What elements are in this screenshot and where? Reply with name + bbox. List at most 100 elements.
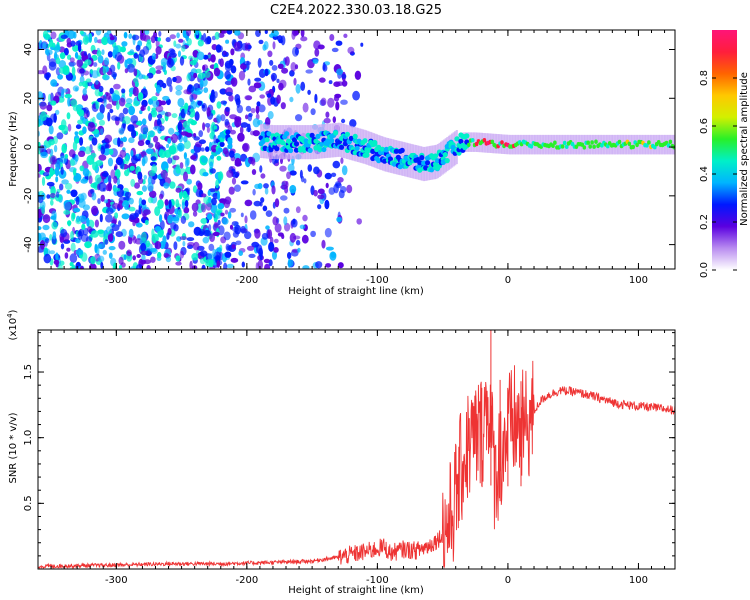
spectrogram-noise-cell	[219, 212, 225, 217]
spectrogram-noise-cell	[220, 114, 226, 122]
spectrogram-noise-cell	[118, 256, 124, 265]
spectrogram-noise-cell	[124, 191, 132, 198]
snr-series-line	[38, 360, 675, 569]
spectrogram-track-halo	[556, 134, 559, 155]
spectrogram-noise-cell	[231, 77, 238, 87]
spectrogram-noise-cell	[59, 236, 64, 244]
spectrogram-noise-cell	[234, 30, 241, 36]
spectrogram-noise-cell	[113, 83, 121, 90]
spectrogram-noise-cell	[105, 214, 113, 223]
spectrogram-noise-cell	[186, 237, 195, 242]
spectrogram-noise-cell	[73, 31, 77, 39]
spectrogram-noise-cell	[53, 144, 58, 153]
spectrogram-track-cell	[467, 142, 471, 147]
spectrogram-noise-cell	[129, 213, 137, 221]
spectrogram-track-cell	[309, 132, 315, 138]
spectrogram-noise-cell	[73, 207, 81, 213]
snr-ytick-label: 0.5	[23, 495, 34, 511]
spectrogram-noise-cell	[335, 101, 340, 111]
spectrogram-track-halo	[631, 134, 634, 155]
spectrogram-track-halo	[361, 129, 364, 164]
spectrogram-noise-cell	[213, 67, 221, 77]
spectrogram-noise-cell	[42, 172, 50, 177]
spectrogram-track-halo	[584, 134, 587, 155]
spectrogram-noise-cell	[118, 240, 126, 250]
spectrogram-noise-cell	[299, 224, 306, 230]
spectrogram-noise-cell	[94, 219, 99, 228]
spectrogram-noise-cell	[233, 153, 241, 160]
spectrogram-noise-cell	[177, 97, 185, 108]
spectrogram-noise-cell	[167, 214, 174, 224]
spectrogram-noise-cell	[186, 30, 191, 37]
spectrogram-noise-cell	[130, 178, 136, 187]
spectrogram-noise-cell	[83, 70, 90, 76]
spectrogram-noise-cell	[340, 186, 347, 193]
spectrogram-noise-cell	[108, 246, 116, 251]
spectrogram-noise-cell	[38, 232, 42, 242]
spectrogram-noise-cell	[211, 197, 217, 206]
spectrogram-noise-cell	[84, 241, 92, 249]
spectrogram-track-cell	[582, 145, 587, 150]
spectrogram-noise-cell	[133, 68, 138, 77]
spectrogram-noise-cell	[265, 117, 271, 127]
spectrogram-noise-cell	[295, 206, 301, 214]
spectrogram-noise-cell	[207, 190, 211, 196]
spectrogram-noise-cell	[209, 161, 214, 169]
snr-yscale-exp: 4	[6, 313, 14, 318]
spectrogram-noise-cell	[341, 165, 348, 176]
spectrogram-track-halo	[590, 134, 593, 155]
spectrogram-track-cell	[354, 145, 360, 151]
spectrogram-noise-cell	[45, 48, 49, 56]
spectrogram-noise-cell	[287, 163, 295, 173]
spectrogram-noise-cell	[147, 105, 151, 112]
spectrogram-track-halo	[333, 123, 336, 158]
spectrogram-noise-cell	[154, 241, 162, 250]
spectrogram-noise-cell	[69, 262, 74, 267]
spectrogram-noise-cell	[105, 207, 114, 215]
spectrogram-noise-cell	[140, 259, 147, 265]
spectrogram-noise-cell	[148, 113, 153, 122]
spectrogram-noise-cell	[64, 182, 73, 190]
spectrogram-track-halo	[648, 134, 651, 155]
spectrogram-noise-cell	[128, 33, 133, 39]
spectrogram-noise-cell	[317, 188, 325, 195]
spectrogram-noise-cell	[104, 144, 110, 149]
spectrogram-noise-cell	[194, 111, 200, 121]
spectrogram-noise-cell	[230, 48, 235, 56]
spectrogram-track-cell	[319, 141, 325, 147]
spectrogram-noise-cell	[78, 230, 82, 237]
spectrogram-noise-cell	[263, 183, 269, 189]
spectrogram-noise-cell	[121, 201, 130, 208]
spectrogram-noise-cell	[307, 164, 313, 172]
spectrogram-noise-cell	[140, 124, 149, 135]
spectrogram-noise-cell	[78, 215, 87, 222]
spectrogram-noise-cell	[229, 129, 236, 135]
spectrogram-noise-cell	[131, 34, 140, 41]
spectrogram-noise-cell	[280, 157, 283, 164]
spectrogram-noise-cell	[321, 239, 326, 249]
spectrogram-noise-cell	[188, 55, 194, 60]
spectrogram-noise-cell	[273, 238, 279, 244]
spectrogram-noise-cell	[210, 54, 216, 63]
spectrogram-noise-cell	[99, 119, 105, 126]
spectrogram-noise-cell	[128, 228, 134, 238]
spectrogram-noise-cell	[167, 137, 172, 144]
spectrogram-noise-cell	[224, 80, 233, 86]
spectrogram-noise-cell	[216, 114, 222, 123]
spectrogram-noise-cell	[42, 214, 51, 224]
spectrogram-noise-cell	[71, 66, 76, 76]
spectrogram-track-halo	[285, 125, 288, 160]
spectrogram-noise-cell	[46, 194, 51, 199]
spectrogram-noise-cell	[265, 225, 270, 230]
spectrogram-noise-cell	[165, 256, 172, 263]
spectrogram-noise-cell	[195, 68, 202, 74]
spectrogram-noise-cell	[115, 231, 124, 238]
spectrogram-noise-cell	[75, 87, 79, 92]
spectrogram-track-cell	[442, 152, 448, 158]
spectrogram-noise-cell	[305, 69, 314, 74]
spectrogram-track-cell	[564, 144, 569, 149]
spectrogram-noise-cell	[297, 247, 301, 253]
spectrogram-noise-cell	[234, 157, 242, 167]
spectrogram-noise-cell	[287, 258, 291, 268]
spectrogram-ytick-label: -40	[23, 236, 34, 252]
